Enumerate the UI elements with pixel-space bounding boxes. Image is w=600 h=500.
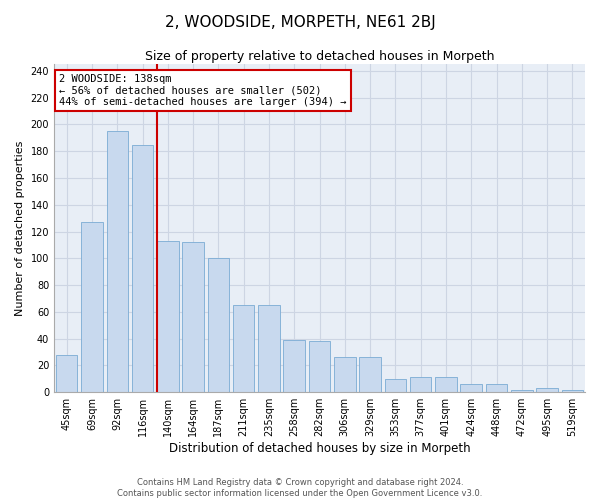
Title: Size of property relative to detached houses in Morpeth: Size of property relative to detached ho…	[145, 50, 494, 63]
Bar	[309, 342, 330, 392]
Text: 2, WOODSIDE, MORPETH, NE61 2BJ: 2, WOODSIDE, MORPETH, NE61 2BJ	[164, 15, 436, 30]
Bar	[486, 384, 507, 392]
Bar	[81, 222, 103, 392]
Bar	[258, 305, 280, 392]
Bar	[56, 354, 77, 392]
Text: Contains HM Land Registry data © Crown copyright and database right 2024.
Contai: Contains HM Land Registry data © Crown c…	[118, 478, 482, 498]
Bar	[157, 241, 179, 392]
Bar	[107, 131, 128, 392]
Bar	[132, 144, 153, 392]
Bar	[460, 384, 482, 392]
Bar	[208, 258, 229, 392]
Bar	[233, 305, 254, 392]
Bar	[562, 390, 583, 392]
Bar	[410, 378, 431, 392]
Text: 2 WOODSIDE: 138sqm
← 56% of detached houses are smaller (502)
44% of semi-detach: 2 WOODSIDE: 138sqm ← 56% of detached hou…	[59, 74, 347, 107]
X-axis label: Distribution of detached houses by size in Morpeth: Distribution of detached houses by size …	[169, 442, 470, 455]
Bar	[385, 379, 406, 392]
Bar	[511, 390, 533, 392]
Bar	[182, 242, 204, 392]
Bar	[334, 358, 356, 392]
Bar	[283, 340, 305, 392]
Bar	[536, 388, 558, 392]
Bar	[435, 378, 457, 392]
Y-axis label: Number of detached properties: Number of detached properties	[15, 140, 25, 316]
Bar	[359, 358, 381, 392]
